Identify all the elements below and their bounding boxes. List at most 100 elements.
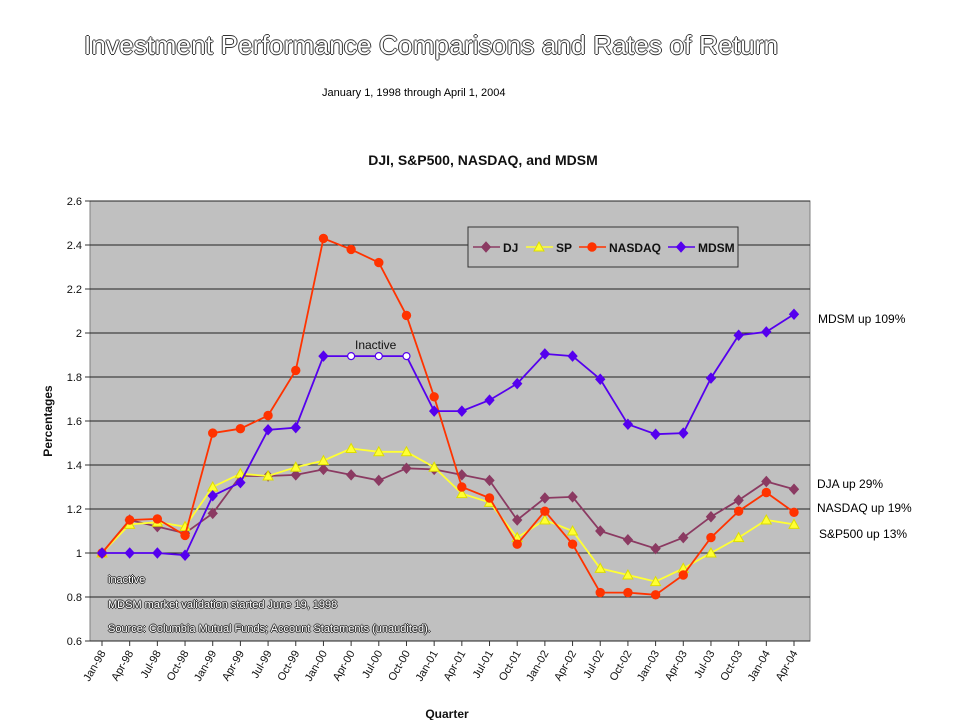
data-point-nasdaq [208,428,218,438]
data-point-nasdaq [567,539,578,549]
data-point-nasdaq [761,487,772,498]
data-point-nasdaq [650,590,661,600]
x-tick-label: Oct-99 [275,649,302,684]
x-tick-label: Jan-02 [524,649,551,684]
data-point-nasdaq [457,482,467,492]
page-title: Investment Performance Comparisons and R… [84,30,779,60]
data-point-nasdaq [429,392,439,402]
data-point-dj [761,475,772,488]
data-point-dj [484,474,495,487]
data-point-mdsm [567,350,578,362]
data-point-dj [401,462,412,475]
x-tick-label: Apr-00 [331,649,358,684]
inactive-point-mdsm [374,352,383,361]
data-point-dj [622,534,634,546]
chart-title: DJI, S&P500, NASDAQ, and MDSM [368,152,598,168]
page-subtitle: January 1, 1998 through April 1, 2004 [322,87,506,99]
data-point-mdsm [761,326,772,338]
x-tick-label: Apr-02 [552,649,579,684]
data-point-nasdaq [623,587,633,598]
data-point-nasdaq [706,532,716,543]
x-tick-label: Jan-98 [81,649,108,684]
x-tick-label: Jul-99 [249,649,274,681]
data-point-sp [788,518,800,529]
data-point-nasdaq [291,365,301,376]
data-point-nasdaq [789,507,799,517]
data-point-dj [705,510,717,523]
y-tick-label: 1 [76,548,82,560]
data-point-dj [567,491,578,503]
series-line-sp [101,447,795,583]
y-tick-label: 1.8 [67,372,82,384]
data-point-nasdaq [587,242,597,252]
x-tick-label: Jul-98 [139,649,164,681]
data-point-mdsm [622,418,634,431]
y-tick-label: 2 [76,328,82,340]
inactive-label: Inactive [355,338,397,352]
x-tick-label: Apr-04 [774,649,801,684]
data-point-mdsm [512,377,523,390]
x-tick-label: Oct-98 [165,649,192,684]
data-point-sp [428,461,441,472]
y-tick-label: 2.6 [67,196,82,208]
footnote-inactive: inactive [108,574,146,586]
data-point-sp [317,454,330,466]
x-tick-label: Apr-03 [663,649,690,684]
data-point-sp [594,562,607,573]
data-point-mdsm [733,329,744,341]
x-tick-label: Oct-00 [386,649,413,684]
data-point-mdsm [650,428,661,440]
dja-end-label: DJA up 29% [817,477,884,491]
data-point-nasdaq [263,410,273,421]
footnote-source: Source: Columbia Mutual Funds; Account S… [108,623,431,635]
sp-end-label: S&P500 up 13% [819,527,908,541]
legend-label-mdsm: MDSM [698,241,735,255]
data-point-sp [705,546,717,558]
y-tick-label: 1.2 [67,504,82,516]
data-point-dj [290,469,301,481]
legend-label-sp: SP [556,241,572,255]
data-point-sp [372,445,385,457]
data-point-dj [788,483,800,495]
x-tick-label: Oct-02 [608,649,635,684]
x-tick-label: Jul-01 [471,649,496,681]
data-point-sp [732,531,745,543]
data-point-nasdaq [678,570,688,580]
data-point-dj [318,463,329,476]
y-axis-label: Percentages [41,385,55,457]
series-line-dj [101,467,795,554]
data-point-dj [373,474,384,487]
data-point-nasdaq [124,515,135,525]
x-tick-label: Jan-00 [303,649,330,684]
data-point-sp [289,461,302,472]
data-point-sp [400,445,413,457]
x-tick-label: Oct-03 [718,649,745,684]
series-sp [96,442,800,587]
data-point-sp [649,575,662,587]
y-tick-label: 2.2 [67,284,82,296]
legend-label-dj: DJ [503,241,518,255]
x-axis-label: Quarter [425,707,469,720]
y-tick-label: 0.8 [67,592,82,604]
y-tick-label: 1.4 [67,460,82,472]
data-point-nasdaq [595,587,605,598]
data-point-sp [566,524,579,536]
x-tick-label: Jul-00 [360,649,385,681]
y-tick-label: 0.6 [67,636,82,648]
data-point-mdsm [428,405,440,417]
data-point-nasdaq [180,530,190,541]
data-point-sp [533,240,545,252]
x-tick-label: Jan-04 [746,649,773,684]
data-point-mdsm [207,490,218,502]
data-point-dj [207,507,218,520]
data-point-dj [539,492,551,504]
mdsm-end-label: MDSM up 109% [818,312,906,326]
data-point-mdsm [96,547,108,559]
data-point-nasdaq [346,244,356,255]
data-point-mdsm [456,405,468,417]
data-point-sp [455,487,468,499]
data-point-mdsm [179,549,191,561]
data-point-nasdaq [733,506,744,516]
data-point-mdsm [675,241,687,253]
